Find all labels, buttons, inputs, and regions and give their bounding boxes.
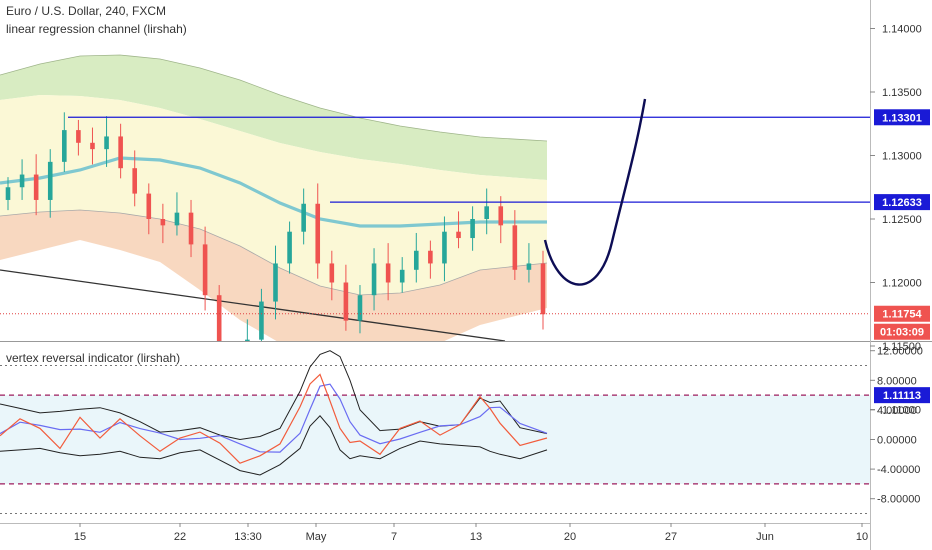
candle-body — [33, 174, 39, 200]
horizontal-levels — [0, 116, 870, 315]
time-tick-label: 7 — [391, 531, 397, 543]
candle-body — [118, 136, 123, 169]
level-low-tag-bg — [874, 387, 930, 404]
price-tick-label: 1.12500 — [882, 214, 922, 226]
candle-body — [259, 301, 264, 340]
candle-body — [315, 203, 321, 264]
candle-body — [540, 263, 546, 315]
time-tick-label: 13 — [470, 531, 482, 543]
inner-band-upper-edge — [0, 54, 548, 142]
candle-body — [357, 295, 363, 321]
candle-body — [484, 206, 489, 219]
price-panel[interactable] — [0, 54, 870, 395]
price-axis[interactable]: 1.14000 1.13500 1.13000 1.12500 1.12000 1.115… — [870, 24, 922, 417]
current-price-tag-bg — [874, 305, 930, 322]
candle-body — [62, 130, 67, 162]
time-tick-label: 20 — [564, 531, 576, 543]
candle-body — [174, 212, 180, 226]
oscillator-panel[interactable] — [0, 350, 870, 514]
osc-tick-label: 4.00000 — [877, 405, 917, 417]
osc-tick-label: 0.00000 — [877, 435, 917, 447]
oscillator-main-line — [0, 373, 548, 464]
price-tick-label: 1.12000 — [882, 278, 922, 290]
osc-tick-label: -4.00000 — [877, 464, 920, 476]
candle-body — [498, 206, 504, 226]
candle-body — [245, 339, 250, 341]
projected-path-curve — [543, 98, 647, 286]
candle-body — [287, 231, 292, 264]
indicator-title[interactable]: linear regression channel (lirshah) — [6, 22, 187, 36]
candle-body — [428, 250, 433, 264]
price-tick-label: 1.13000 — [882, 151, 922, 163]
candle-body — [413, 250, 419, 270]
price-tick-label: 1.14000 — [882, 24, 922, 36]
level-mid-tag: 1.12633 — [882, 197, 922, 209]
level-top-tag-bg — [874, 109, 930, 126]
candle-body — [90, 142, 95, 150]
candle-body — [273, 263, 278, 302]
candle-body — [202, 244, 208, 296]
candle-body — [385, 263, 391, 283]
time-tick-label: 22 — [174, 531, 186, 543]
price-tick-label: 1.11000 — [882, 405, 921, 417]
countdown-tag-bg — [874, 323, 930, 340]
candle-body — [470, 219, 475, 239]
osc-tick-label: 8.00000 — [877, 375, 917, 387]
candle-body — [442, 231, 447, 264]
level-top-tag: 1.13301 — [882, 112, 922, 124]
level-low-tag: 1.11113 — [883, 390, 921, 402]
time-axis[interactable]: 15 22 13:30 May 7 13 20 27 Jun 10 — [74, 523, 868, 543]
oscillator-axis[interactable]: 12.00000 8.00000 4.00000 0.00000 -4.00000 -8.… — [870, 346, 923, 506]
candle-body — [329, 263, 335, 283]
current-price-tag: 1.11754 — [882, 309, 922, 321]
candlestick-series — [5, 112, 546, 378]
candle-body — [456, 231, 461, 239]
regression-center-line — [0, 156, 547, 228]
osc-tick-label: -8.00000 — [877, 494, 920, 506]
candle-body — [104, 136, 109, 150]
candle-body — [216, 295, 222, 341]
level-mid-tag-bg — [874, 194, 930, 211]
candle-body — [231, 359, 236, 378]
time-tick-label: May — [306, 531, 327, 543]
price-labels: 1.13301 1.12633 1.11754 01:03:09 1.11113 — [874, 109, 930, 404]
price-tick-label: 1.11500 — [882, 341, 921, 353]
time-tick-label: Jun — [756, 531, 774, 543]
symbol-title[interactable]: Euro / U.S. Dollar, 240, FXCM — [6, 4, 167, 18]
candle-body — [146, 193, 152, 219]
countdown-tag: 01:03:09 — [880, 327, 924, 339]
price-tick-label: 1.13500 — [882, 87, 922, 99]
regression-inner-band — [0, 95, 547, 295]
oscillator-signal-line — [0, 383, 548, 453]
candle-body — [5, 187, 11, 200]
candle-body — [160, 219, 166, 226]
candle-body — [19, 174, 25, 188]
candle-body — [132, 168, 138, 194]
candle-body — [399, 269, 405, 283]
candle-body — [188, 212, 194, 245]
candle-body — [343, 282, 349, 321]
descending-trendline — [0, 269, 506, 341]
time-tick-label: 27 — [665, 531, 677, 543]
candle-body — [512, 225, 518, 270]
oscillator-title[interactable]: vertex reversal indicator (lirshah) — [6, 351, 181, 365]
candle-body — [301, 203, 306, 232]
time-tick-label: 10 — [856, 531, 868, 543]
osc-tick-label: 12.00000 — [877, 346, 923, 358]
candle-body — [526, 263, 532, 270]
oscillator-background — [0, 395, 870, 484]
candle-body — [76, 130, 81, 143]
time-tick-label: 13:30 — [234, 531, 262, 543]
candle-body — [47, 161, 53, 200]
time-tick-label: 15 — [74, 531, 86, 543]
candle-body — [371, 263, 377, 296]
oscillator-levels — [0, 365, 870, 514]
inner-band-lower-edge — [0, 209, 548, 296]
oscillator-lower-envelope — [0, 415, 548, 476]
